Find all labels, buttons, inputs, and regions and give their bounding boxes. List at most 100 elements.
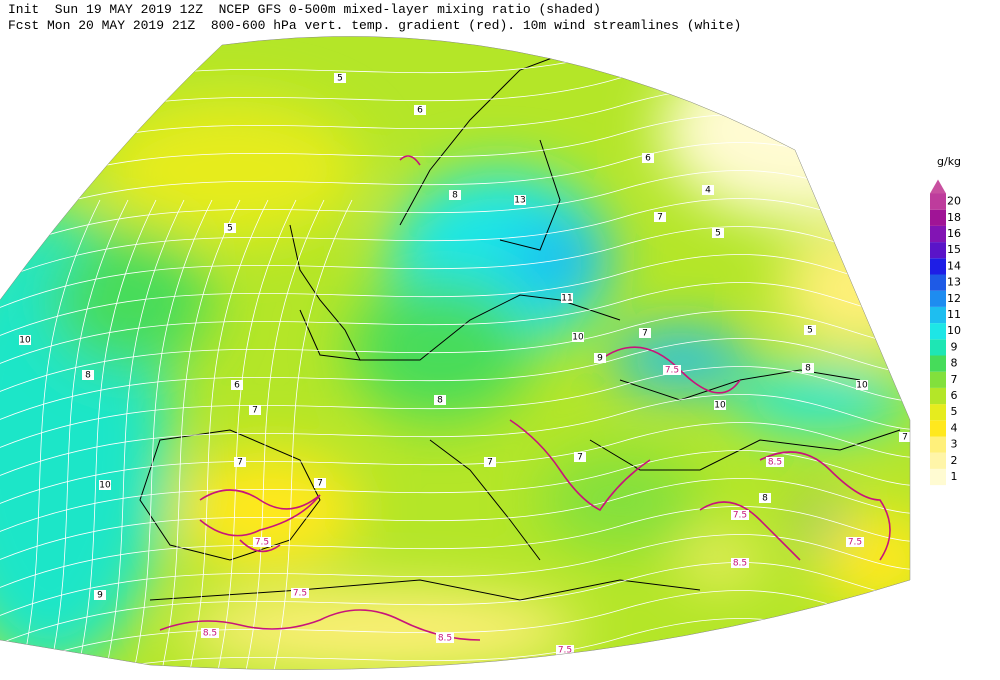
streamline	[0, 338, 910, 429]
mixing-ratio-label: 7	[252, 406, 258, 416]
colorbar-label: 6	[951, 389, 958, 402]
streamline	[271, 199, 353, 670]
mixing-ratio-label: 5	[227, 224, 233, 234]
streamline	[0, 506, 910, 597]
label-box	[802, 363, 814, 373]
colorbar-label: 13	[947, 276, 961, 289]
map-border	[0, 36, 911, 670]
label-box	[253, 537, 271, 547]
colorbar-overflow	[930, 179, 946, 194]
colorbar-swatch	[930, 323, 946, 340]
label-box	[856, 380, 868, 390]
mixing-ratio-label: 13	[514, 196, 525, 206]
colorbar-swatch	[930, 436, 946, 453]
streamline	[103, 199, 185, 670]
streamline	[243, 199, 325, 670]
colorbar-swatch	[930, 371, 946, 388]
label-box	[639, 328, 651, 338]
colorbar-swatch	[930, 290, 946, 307]
streamline	[47, 199, 129, 670]
colorbar-label: 5	[951, 405, 958, 418]
label-box	[99, 480, 111, 490]
colorbar-label: 14	[947, 259, 961, 272]
colorbar-swatch	[930, 306, 946, 324]
colorbar-label: 8	[951, 357, 958, 370]
mixing-ratio-label: 7	[642, 329, 648, 339]
temp-gradient-label: 8.5	[438, 634, 452, 644]
label-box	[82, 370, 94, 380]
temp-gradient-label: 7.5	[558, 646, 572, 656]
colorbar-swatch	[930, 209, 946, 226]
label-box	[436, 633, 454, 643]
colorbar-swatch	[930, 339, 946, 356]
mixing-ratio-label: 5	[807, 326, 813, 336]
streamline	[75, 199, 157, 670]
label-box	[201, 628, 219, 638]
colorbar-label: 12	[947, 292, 961, 305]
mixing-ratio-label: 10	[714, 401, 726, 411]
label-box	[702, 185, 714, 195]
label-box	[234, 457, 246, 467]
colorbar-swatch	[930, 258, 946, 275]
mixing-ratio-label: 8	[762, 494, 768, 504]
label-box	[94, 590, 106, 600]
label-box	[846, 537, 864, 547]
mixing-ratio-label: 8	[85, 371, 91, 381]
colorbar-label: 2	[951, 454, 958, 467]
label-box	[556, 645, 574, 655]
label-box	[731, 510, 749, 520]
streamline	[0, 562, 910, 653]
temp-gradient-label: 8.5	[768, 458, 782, 468]
mixing-ratio-label: 10	[99, 481, 111, 491]
mixing-ratio-label: 8	[452, 191, 458, 201]
label-box	[594, 353, 606, 363]
streamline	[0, 450, 910, 541]
label-box	[449, 190, 461, 200]
mixing-ratio-label: 10	[856, 381, 868, 391]
colorbar-swatch	[930, 193, 946, 210]
colorbar-unit: g/kg	[937, 155, 961, 168]
colorbar-label: 4	[951, 421, 958, 434]
colorbar-label: 3	[951, 438, 958, 451]
colorbar-swatch	[930, 468, 946, 486]
label-box	[224, 223, 236, 233]
label-box	[759, 493, 771, 503]
mixing-ratio-label: 6	[645, 154, 651, 164]
label-box	[804, 325, 816, 335]
label-box	[766, 457, 784, 467]
label-box	[291, 588, 309, 598]
header-line: Init Sun 19 MAY 2019 12Z NCEP GFS 0-500m…	[8, 2, 601, 17]
temp-gradient-label: 8.5	[733, 559, 747, 569]
coastlines	[139, 54, 901, 601]
streamline	[0, 366, 910, 457]
mixing-ratio-label: 9	[97, 591, 103, 601]
colorbar-label: 18	[947, 211, 961, 224]
mixing-ratio-label: 7	[657, 213, 663, 223]
label-box	[714, 400, 726, 410]
streamline	[159, 199, 241, 670]
streamline	[0, 394, 910, 485]
header-line: Fcst Mon 20 MAY 2019 21Z 800-600 hPa ver…	[8, 18, 741, 33]
mixing-ratio-label: 6	[234, 381, 240, 391]
colorbar-swatch	[930, 452, 946, 469]
mixing-ratio-label: 10	[572, 333, 584, 343]
colorbar-swatch	[930, 404, 946, 421]
mixing-ratio-label: 7	[902, 433, 908, 443]
label-box	[231, 380, 243, 390]
temp-gradient-label: 7.5	[848, 538, 862, 548]
mixing-ratio-label: 5	[337, 74, 343, 84]
temp-gradient-label: 8.5	[203, 629, 217, 639]
label-box	[414, 105, 426, 115]
streamline	[0, 478, 910, 569]
colorbar-swatch	[930, 420, 946, 437]
label-box	[334, 73, 346, 83]
mixing-ratio-label: 10	[19, 336, 31, 346]
colorbar-swatch	[930, 355, 946, 372]
label-box	[434, 395, 446, 405]
colorbar-label: 11	[947, 308, 961, 321]
label-box	[19, 335, 31, 345]
mixing-ratio-label: 6	[417, 106, 423, 116]
colorbar-label: 7	[951, 373, 958, 386]
